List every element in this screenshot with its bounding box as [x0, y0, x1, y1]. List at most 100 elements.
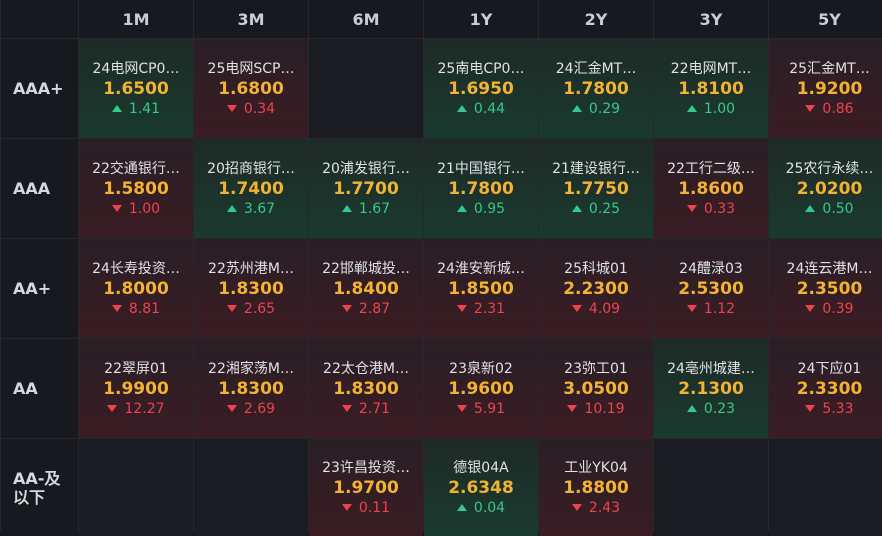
- bond-rate: 1.8600: [678, 178, 744, 199]
- bond-cell[interactable]: 德银04A 2.6348 0.04: [424, 439, 538, 536]
- bond-cell[interactable]: 23许昌投资… 1.9700 0.11: [309, 439, 423, 536]
- bond-cell[interactable]: 25南电CP0… 1.6950 0.44: [424, 39, 538, 138]
- bond-cell[interactable]: 22湘家荡M… 1.8300 2.69: [194, 339, 308, 438]
- column-header-1y[interactable]: 1Y: [424, 0, 538, 38]
- bond-name: 25农行永续…: [785, 160, 874, 177]
- bond-name: 工业YK04: [564, 459, 628, 476]
- bond-cell[interactable]: 工业YK04 1.8800 2.43: [539, 439, 653, 536]
- bond-cell[interactable]: 23弥工01 3.0500 10.19: [539, 339, 653, 438]
- bond-name: 21中国银行…: [437, 160, 525, 177]
- bond-cell[interactable]: 25电网SCP… 1.6800 0.34: [194, 39, 308, 138]
- bond-name: 24连云港M…: [786, 260, 873, 277]
- bond-rate: 1.9900: [103, 378, 169, 399]
- bond-cell[interactable]: 24亳州城建… 2.1300 0.23: [654, 339, 768, 438]
- bond-cell[interactable]: 24电网CP0… 1.6500 1.41: [79, 39, 193, 138]
- up-triangle-icon: [111, 105, 122, 112]
- change-value: 0.50: [822, 200, 854, 217]
- bond-rate: 1.7750: [563, 178, 629, 199]
- bond-name: 20浦发银行…: [322, 160, 410, 177]
- bond-cell[interactable]: 24长寿投资… 1.8000 8.81: [79, 239, 193, 338]
- bond-cell[interactable]: 25农行永续… 2.0200 0.50: [769, 139, 882, 238]
- change-value: 2.43: [588, 499, 621, 516]
- bond-name: 25科城01: [564, 260, 628, 277]
- change-value: 1.41: [128, 100, 161, 117]
- bond-rate: 1.7700: [333, 178, 399, 199]
- up-triangle-icon: [571, 205, 582, 212]
- empty-cell: [79, 439, 193, 536]
- bond-cell[interactable]: 20招商银行… 1.7400 3.67: [194, 139, 308, 238]
- row-label: AA+: [1, 239, 78, 338]
- change-value: 0.86: [822, 100, 854, 117]
- down-triangle-icon: [686, 205, 697, 212]
- up-triangle-icon: [571, 105, 582, 112]
- bond-rate: 1.8300: [218, 378, 284, 399]
- bond-cell[interactable]: 22工行二级… 1.8600 0.33: [654, 139, 768, 238]
- bond-cell[interactable]: 24连云港M… 2.3500 0.39: [769, 239, 882, 338]
- bond-cell[interactable]: 24淮安新城… 1.8500 2.31: [424, 239, 538, 338]
- change-value: 3.67: [243, 200, 276, 217]
- bond-cell[interactable]: 25科城01 2.2300 4.09: [539, 239, 653, 338]
- bond-name: 24长寿投资…: [92, 260, 180, 277]
- bond-name: 24亳州城建…: [667, 360, 755, 377]
- bond-rate: 1.9700: [333, 477, 399, 498]
- bond-rate: 1.6950: [448, 78, 514, 99]
- bond-rate: 1.5800: [103, 178, 169, 199]
- up-triangle-icon: [456, 504, 467, 511]
- rate-change: 0.34: [226, 100, 275, 118]
- rate-change: 1.00: [686, 100, 736, 118]
- column-header-5y[interactable]: 5Y: [769, 0, 882, 38]
- up-triangle-icon: [456, 105, 467, 112]
- bond-cell[interactable]: 20浦发银行… 1.7700 1.67: [309, 139, 423, 238]
- bond-cell[interactable]: 23泉新02 1.9600 5.91: [424, 339, 538, 438]
- change-value: 5.33: [822, 400, 854, 417]
- bond-cell[interactable]: 22太仓港M… 1.8300 2.71: [309, 339, 423, 438]
- column-header-3y[interactable]: 3Y: [654, 0, 768, 38]
- change-value: 0.29: [588, 100, 621, 117]
- rate-change: 1.00: [111, 200, 160, 218]
- up-triangle-icon: [341, 205, 352, 212]
- bond-cell[interactable]: 24醴渌03 2.5300 1.12: [654, 239, 768, 338]
- change-value: 10.19: [584, 400, 625, 417]
- bond-rate: 2.3300: [796, 378, 863, 399]
- bond-name: 24汇金MT…: [555, 60, 637, 77]
- bond-cell[interactable]: 22电网MT… 1.8100 1.00: [654, 39, 768, 138]
- down-triangle-icon: [571, 305, 582, 312]
- bond-rate: 2.2300: [563, 278, 629, 299]
- bond-name: 22邯郸城投…: [322, 260, 410, 277]
- bond-cell[interactable]: 22苏州港M… 1.8300 2.65: [194, 239, 308, 338]
- column-header-1m[interactable]: 1M: [79, 0, 193, 38]
- bond-cell[interactable]: 22邯郸城投… 1.8400 2.87: [309, 239, 423, 338]
- column-header-2y[interactable]: 2Y: [539, 0, 653, 38]
- bond-cell[interactable]: 21中国银行… 1.7800 0.95: [424, 139, 538, 238]
- bond-rate: 1.8300: [218, 278, 284, 299]
- change-value: 1.00: [703, 100, 736, 117]
- column-header-3m[interactable]: 3M: [194, 0, 308, 38]
- bond-name: 25南电CP0…: [437, 60, 525, 77]
- rate-change: 3.67: [226, 200, 276, 218]
- bond-rate: 2.6348: [448, 477, 514, 498]
- bond-cell[interactable]: 21建设银行… 1.7750 0.25: [539, 139, 653, 238]
- change-value: 0.04: [473, 499, 506, 516]
- bond-name: 25汇金MT…: [789, 60, 870, 77]
- row-label-text: AA: [13, 379, 38, 398]
- bond-cell[interactable]: 24下应01 2.3300 5.33: [769, 339, 882, 438]
- bond-cell[interactable]: 22翠屏01 1.9900 12.27: [79, 339, 193, 438]
- row-label-text: AA+: [13, 279, 52, 298]
- rate-change: 10.19: [567, 400, 625, 418]
- column-header-6m[interactable]: 6M: [309, 0, 423, 38]
- rate-change: 5.33: [805, 400, 854, 418]
- rate-change: 5.91: [456, 400, 505, 418]
- bond-rate: 2.3500: [796, 278, 863, 299]
- bond-name: 23泉新02: [449, 360, 513, 377]
- bond-rate: 1.6500: [103, 78, 169, 99]
- bond-cell[interactable]: 24汇金MT… 1.7800 0.29: [539, 39, 653, 138]
- change-value: 2.31: [473, 300, 506, 317]
- down-triangle-icon: [456, 405, 467, 412]
- bond-rate: 2.1300: [678, 378, 744, 399]
- bond-cell[interactable]: 22交通银行… 1.5800 1.00: [79, 139, 193, 238]
- bond-cell[interactable]: 25汇金MT… 1.9200 0.86: [769, 39, 882, 138]
- bond-name: 24电网CP0…: [92, 60, 180, 77]
- rate-change: 0.39: [805, 300, 854, 318]
- bond-name: 22湘家荡M…: [208, 360, 294, 377]
